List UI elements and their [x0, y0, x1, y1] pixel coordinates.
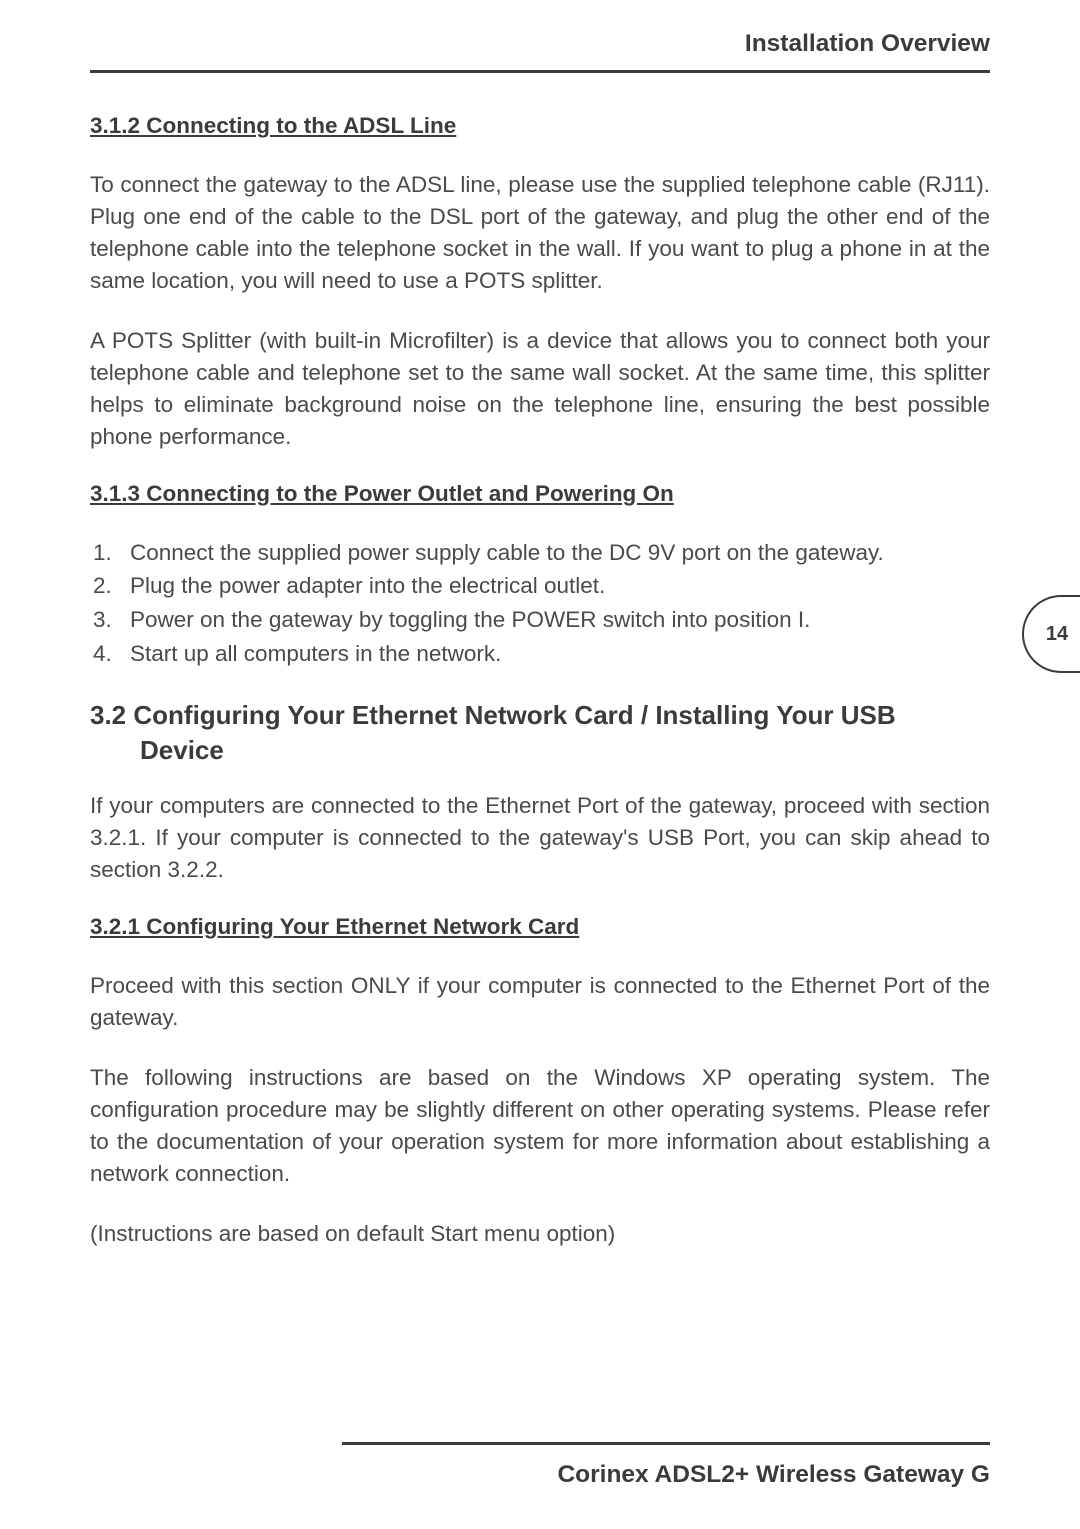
- list-item: Power on the gateway by toggling the POW…: [90, 604, 990, 636]
- list-item: Plug the power adapter into the electric…: [90, 570, 990, 602]
- body-paragraph: To connect the gateway to the ADSL line,…: [90, 169, 990, 297]
- main-section-heading-32: 3.2 Configuring Your Ethernet Network Ca…: [140, 698, 990, 768]
- body-paragraph: The following instructions are based on …: [90, 1062, 990, 1190]
- list-item: Start up all computers in the network.: [90, 638, 990, 670]
- footer-divider: [342, 1442, 990, 1445]
- page-footer: Corinex ADSL2+ Wireless Gateway G: [90, 1442, 990, 1489]
- section-heading-312: 3.1.2 Connecting to the ADSL Line: [90, 113, 990, 139]
- section-heading-321: 3.2.1 Configuring Your Ethernet Network …: [90, 914, 990, 940]
- body-paragraph: (Instructions are based on default Start…: [90, 1218, 990, 1250]
- body-paragraph: A POTS Splitter (with built-in Microfilt…: [90, 325, 990, 453]
- section-heading-313: 3.1.3 Connecting to the Power Outlet and…: [90, 481, 990, 507]
- document-page: Installation Overview 3.1.2 Connecting t…: [0, 0, 1080, 1529]
- page-number: 14: [1046, 623, 1068, 646]
- page-header-title: Installation Overview: [90, 30, 990, 73]
- numbered-list: Connect the supplied power supply cable …: [90, 537, 990, 671]
- footer-text: Corinex ADSL2+ Wireless Gateway G: [90, 1461, 990, 1489]
- list-item: Connect the supplied power supply cable …: [90, 537, 990, 569]
- body-paragraph: Proceed with this section ONLY if your c…: [90, 970, 990, 1034]
- page-number-tab: 14: [1022, 595, 1080, 673]
- body-paragraph: If your computers are connected to the E…: [90, 790, 990, 886]
